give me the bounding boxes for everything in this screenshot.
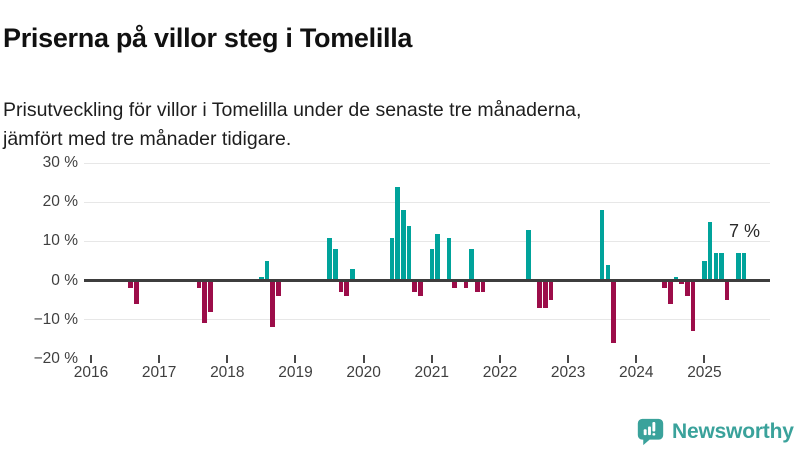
x-axis-year-label: 2021 bbox=[414, 364, 450, 381]
bar bbox=[349, 268, 355, 281]
bar bbox=[344, 280, 349, 297]
x-axis-year-label: 2016 bbox=[73, 364, 109, 381]
bar bbox=[741, 253, 747, 281]
gridline bbox=[84, 201, 770, 203]
y-axis-label: 10 % bbox=[42, 232, 78, 250]
page-title: Priserna på villor steg i Tomelilla bbox=[3, 23, 413, 54]
x-axis-year-label: 2019 bbox=[278, 364, 313, 381]
bar bbox=[332, 249, 338, 281]
x-axis-tick bbox=[158, 355, 161, 363]
latest-value-annotation: 7 % bbox=[728, 221, 760, 241]
x-axis-tick bbox=[567, 355, 570, 363]
bar bbox=[259, 276, 264, 281]
x-axis-tick bbox=[430, 355, 433, 363]
x-axis-year-label: 2025 bbox=[687, 364, 722, 381]
x-axis-year-label: 2020 bbox=[346, 364, 381, 381]
bar bbox=[469, 249, 474, 281]
x-axis-year-label: 2018 bbox=[210, 364, 245, 381]
x-axis-year-label: 2023 bbox=[550, 364, 586, 381]
y-axis-label: −20 % bbox=[33, 349, 78, 367]
bar bbox=[707, 221, 713, 281]
bar bbox=[264, 260, 270, 281]
bar bbox=[395, 186, 400, 281]
bar bbox=[543, 280, 548, 308]
bar bbox=[548, 280, 554, 301]
bar bbox=[128, 280, 134, 289]
bar bbox=[196, 280, 202, 289]
bar bbox=[690, 280, 696, 332]
bar bbox=[429, 249, 435, 281]
bar bbox=[452, 280, 457, 289]
bar bbox=[713, 253, 719, 281]
x-axis-tick bbox=[226, 355, 229, 363]
zero-axis-line bbox=[84, 279, 770, 282]
bar bbox=[435, 233, 440, 281]
subtitle-line-1: Prisutveckling för villor i Tomelilla un… bbox=[3, 98, 582, 121]
newsworthy-logo: Newsworthy bbox=[636, 417, 794, 446]
x-axis-tick bbox=[498, 355, 501, 363]
bar bbox=[270, 280, 276, 328]
bar bbox=[207, 280, 213, 312]
bar bbox=[412, 280, 418, 293]
bar bbox=[605, 264, 611, 281]
y-axis-label: −10 % bbox=[33, 310, 78, 328]
bar bbox=[406, 225, 412, 281]
bar bbox=[401, 210, 406, 281]
bar bbox=[662, 280, 667, 289]
bar bbox=[446, 237, 452, 281]
newsworthy-logo-icon bbox=[637, 418, 664, 446]
y-axis-label: 20 % bbox=[42, 193, 78, 211]
gridline bbox=[84, 240, 770, 242]
bar bbox=[463, 280, 469, 289]
newsworthy-brand-text: Newsworthy bbox=[672, 419, 794, 443]
y-axis-label: 0 % bbox=[51, 271, 78, 289]
bar bbox=[679, 280, 684, 285]
x-axis-tick bbox=[362, 355, 365, 363]
bar bbox=[673, 276, 679, 281]
bar bbox=[719, 253, 724, 281]
bar bbox=[537, 280, 542, 308]
bar bbox=[202, 280, 207, 324]
bar bbox=[276, 280, 281, 297]
bar bbox=[338, 280, 344, 293]
bar bbox=[736, 253, 741, 281]
x-axis-tick bbox=[90, 355, 92, 363]
bar bbox=[702, 260, 707, 281]
bar bbox=[724, 280, 730, 301]
bar bbox=[599, 210, 605, 281]
bar bbox=[526, 229, 531, 281]
gridline bbox=[84, 319, 770, 321]
x-axis-tick bbox=[635, 355, 638, 363]
page-subtitle: Prisutveckling för villor i Tomelilla un… bbox=[3, 96, 783, 154]
x-axis-year-label: 2024 bbox=[619, 364, 654, 381]
x-axis-tick bbox=[294, 355, 297, 363]
bar bbox=[418, 280, 423, 297]
bar bbox=[134, 280, 139, 304]
bar bbox=[327, 237, 332, 281]
x-axis-year-label: 2022 bbox=[482, 364, 518, 381]
bar bbox=[668, 280, 673, 304]
bar bbox=[480, 280, 486, 293]
bar bbox=[685, 280, 690, 297]
gridline bbox=[84, 162, 770, 164]
y-axis-label: 30 % bbox=[42, 154, 78, 172]
x-axis-tick bbox=[703, 355, 706, 363]
x-axis-year-label: 2017 bbox=[141, 364, 177, 381]
bar bbox=[389, 237, 395, 281]
bar bbox=[611, 280, 616, 343]
subtitle-line-2: jämfört med tre månader tidigare. bbox=[3, 127, 292, 150]
bar bbox=[474, 280, 480, 293]
